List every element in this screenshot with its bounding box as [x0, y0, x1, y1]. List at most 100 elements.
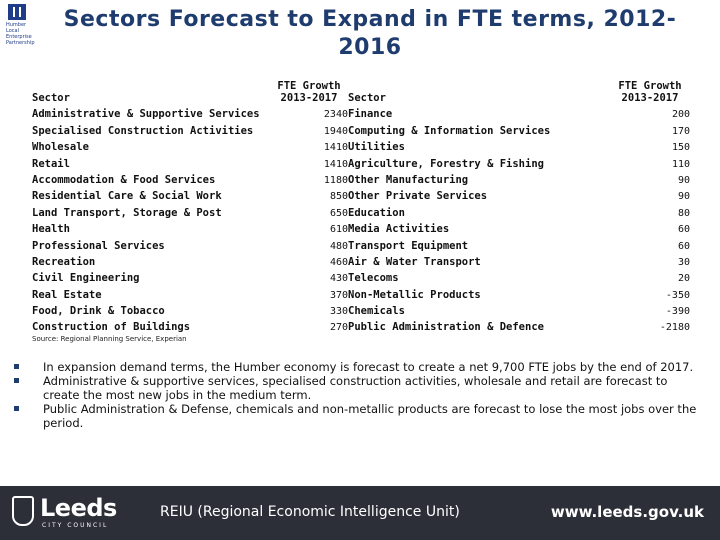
summary-bullets: In expansion demand terms, the Humber ec… — [14, 360, 704, 430]
sector-forecast-table: Sector FTE Growth 2013-2017 Sector FTE G… — [32, 72, 690, 333]
left-sector-cell: Recreation — [32, 255, 96, 268]
right-sector-cell: Other Private Services — [348, 190, 488, 203]
left-sector-cell: Construction of Buildings — [32, 321, 191, 334]
left-sector-cell: Retail — [32, 157, 70, 170]
left-value-cell: 2340 — [323, 109, 348, 121]
right-value-cell: 30 — [677, 256, 690, 268]
table-row: Civil Engineering 430 Telecoms 20 — [32, 268, 690, 284]
right-sector-cell: Transport Equipment — [348, 239, 469, 252]
left-value-cell: 1410 — [323, 142, 348, 154]
square-bullet-icon — [14, 378, 19, 383]
header-growth-right-text: FTE Growth 2013-2017 — [618, 80, 682, 104]
humber-lep-logo-icon: Humber Local Enterprise Partnership — [6, 4, 36, 46]
right-value-cell: 60 — [677, 224, 690, 236]
left-sector-cell: Accommodation & Food Services — [32, 173, 216, 186]
square-bullet-icon — [14, 364, 19, 369]
right-value-cell: 80 — [677, 207, 690, 219]
right-value-cell: 170 — [671, 125, 690, 137]
table-row: Real Estate 370 Non-Metallic Products -350 — [32, 284, 690, 301]
left-sector-cell: Specialised Construction Activities — [32, 124, 254, 137]
bullet-item: Public Administration & Defense, chemica… — [14, 402, 704, 430]
left-value-cell: 460 — [329, 256, 348, 268]
right-sector-cell: Computing & Information Services — [348, 124, 551, 137]
right-value-cell: 60 — [677, 240, 690, 252]
source-note: Source: Regional Planning Service, Exper… — [32, 335, 187, 343]
square-bullet-icon — [14, 406, 19, 411]
table-row: Administrative & Supportive Services 2340… — [32, 104, 690, 120]
left-sector-cell: Civil Engineering — [32, 272, 140, 285]
logo-text-line: Humber — [6, 22, 27, 28]
table-row: Retail 1410 Agriculture, Forestry & Fishin… — [32, 153, 690, 170]
table-row: Accommodation & Food Services 1180 Other M… — [32, 170, 690, 186]
bullet-text: Administrative & supportive services, sp… — [43, 374, 668, 402]
header-growth-left: FTE Growth 2013-2017 — [270, 72, 348, 104]
logo-text-line: Local Enterprise — [6, 28, 32, 40]
left-value-cell: 370 — [329, 289, 348, 301]
right-value-cell: -2180 — [659, 322, 690, 334]
right-value-cell: 20 — [677, 273, 690, 285]
right-sector-cell: Chemicals — [348, 305, 405, 318]
left-sector-cell: Land Transport, Storage & Post — [32, 206, 222, 219]
right-value-cell: 90 — [677, 191, 690, 203]
leeds-crest-icon — [12, 496, 34, 526]
right-sector-cell: Utilities — [348, 141, 405, 154]
table-row: Land Transport, Storage & Post 650 Educati… — [32, 202, 690, 219]
footer-url: www.leeds.gov.uk — [550, 503, 704, 521]
header-sector-left: Sector — [32, 92, 70, 104]
left-sector-cell: Food, Drink & Tobacco — [32, 305, 165, 318]
bullet-item: Administrative & supportive services, sp… — [14, 374, 704, 402]
left-sector-cell: Residential Care & Social Work — [32, 190, 222, 203]
bullet-item: In expansion demand terms, the Humber ec… — [14, 360, 704, 374]
right-sector-cell: Public Administration & Defence — [348, 321, 544, 334]
left-sector-cell: Real Estate — [32, 288, 102, 301]
right-sector-cell: Telecoms — [348, 272, 399, 285]
right-sector-cell: Agriculture, Forestry & Fishing — [348, 157, 544, 170]
right-sector-cell: Finance — [348, 108, 393, 121]
right-sector-cell: Media Activities — [348, 223, 450, 236]
table-row: Food, Drink & Tobacco 330 Chemicals -390 — [32, 301, 690, 317]
table-row: Recreation 460 Air & Water Transport 30 — [32, 252, 690, 268]
left-value-cell: 610 — [329, 224, 348, 236]
logo-word: Leeds — [40, 494, 117, 522]
bullet-text: Public Administration & Defense, chemica… — [43, 402, 697, 430]
right-sector-cell: Education — [348, 206, 405, 219]
table-row: Construction of Buildings 270 Public Admin… — [32, 317, 690, 333]
right-value-cell: 90 — [677, 174, 690, 186]
left-value-cell: 850 — [329, 191, 348, 203]
left-value-cell: 480 — [329, 240, 348, 252]
left-sector-cell: Administrative & Supportive Services — [32, 108, 260, 121]
header-growth-left-text: FTE Growth 2013-2017 — [277, 80, 341, 104]
left-sector-cell: Wholesale — [32, 141, 89, 154]
left-value-cell: 270 — [329, 322, 348, 334]
table-row: Professional Services 480 Transport Equipm… — [32, 235, 690, 252]
right-sector-cell: Other Manufacturing — [348, 173, 469, 186]
right-value-cell: -390 — [665, 306, 690, 318]
left-value-cell: 330 — [329, 306, 348, 318]
logo-text-line: Partnership — [6, 40, 35, 46]
right-value-cell: -350 — [665, 289, 690, 301]
table-row: Health 610 Media Activities 60 — [32, 219, 690, 235]
left-value-cell: 430 — [329, 273, 348, 285]
bullet-text: In expansion demand terms, the Humber ec… — [43, 360, 694, 374]
table-row: Wholesale 1410 Utilities 150 — [32, 137, 690, 153]
right-value-cell: 110 — [671, 158, 690, 170]
header-growth-right: FTE Growth 2013-2017 — [610, 72, 690, 104]
left-sector-cell: Professional Services — [32, 239, 165, 252]
table-header-row: Sector FTE Growth 2013-2017 Sector FTE G… — [32, 72, 690, 104]
leeds-city-council-logo: Leeds CITY COUNCIL — [12, 494, 122, 532]
table-row: Residential Care & Social Work 850 Other P… — [32, 186, 690, 202]
table-row: Specialised Construction Activities 1940 C… — [32, 120, 690, 137]
right-sector-cell: Non-Metallic Products — [348, 288, 481, 301]
slide-title: Sectors Forecast to Expand in FTE terms,… — [63, 7, 677, 60]
logo-subtitle: CITY COUNCIL — [42, 522, 109, 529]
footer-bar: Leeds CITY COUNCIL REIU (Regional Econom… — [0, 486, 720, 540]
right-sector-cell: Air & Water Transport — [348, 255, 481, 268]
left-value-cell: 1180 — [323, 174, 348, 186]
right-value-cell: 200 — [671, 109, 690, 121]
left-value-cell: 650 — [329, 207, 348, 219]
left-value-cell: 1940 — [323, 125, 348, 137]
left-sector-cell: Health — [32, 223, 70, 236]
footer-unit-name: REIU (Regional Economic Intelligence Uni… — [160, 504, 460, 520]
left-value-cell: 1410 — [323, 158, 348, 170]
right-value-cell: 150 — [671, 142, 690, 154]
